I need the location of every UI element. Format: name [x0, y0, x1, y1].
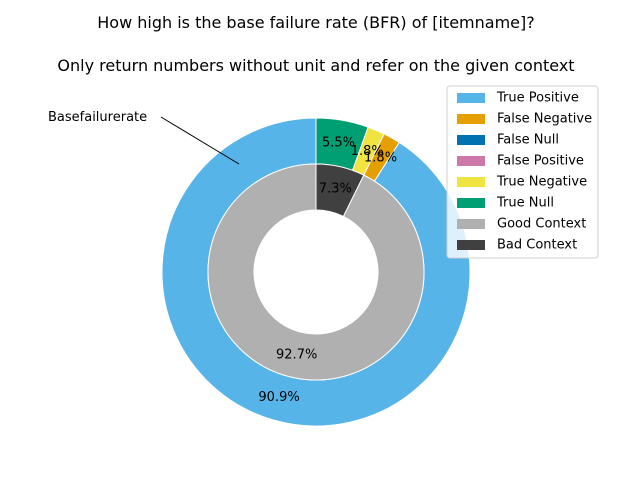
legend-label-good-context: Good Context: [497, 217, 586, 232]
legend-label-false-negative: False Negative: [497, 112, 592, 127]
inner-pct-label-good-context: 92.7%: [276, 347, 317, 362]
legend-label-true-null: True Null: [496, 196, 554, 211]
legend-label-true-positive: True Positive: [496, 91, 579, 106]
outer-pct-label-true-positive: 90.9%: [258, 390, 299, 405]
inner-pct-label-bad-context: 7.3%: [319, 182, 352, 197]
chart-subtitle: Only return numbers without unit and ref…: [57, 56, 574, 75]
legend-label-false-positive: False Positive: [497, 154, 584, 169]
legend-swatch-true-null: [457, 198, 485, 208]
legend-swatch-false-positive: [457, 156, 485, 166]
legend: True Positive False Negative False Null Fal…: [446, 85, 599, 259]
outer-pct-label-false-negative: 1.8%: [364, 151, 397, 166]
legend-swatch-true-positive: [457, 93, 485, 103]
annotation-line: [160, 116, 240, 165]
inner-slice-good-context: [207, 163, 425, 381]
chart-title: How high is the base failure rate (BFR) …: [97, 13, 534, 32]
legend-label-false-null: False Null: [497, 133, 559, 148]
outer-ring: [161, 117, 471, 427]
slice-labels: 5.5%1.8%1.8%90.9%7.3%92.7%: [258, 135, 397, 405]
legend-swatch-true-negative: [457, 177, 485, 187]
legend-label-bad-context: Bad Context: [497, 238, 577, 253]
outer-pct-label-true-null: 5.5%: [322, 135, 355, 150]
legend-box: [446, 85, 599, 259]
inner-ring: [207, 163, 425, 381]
outer-pct-label-true-negative: 1.8%: [351, 144, 384, 159]
legend-swatch-bad-context: [457, 240, 485, 250]
legend-swatch-good-context: [457, 219, 485, 229]
legend-swatch-false-negative: [457, 114, 485, 124]
legend-label-true-negative: True Negative: [496, 175, 587, 190]
legend-swatch-false-null: [457, 135, 485, 145]
annotation-label: Basefailurerate: [48, 110, 147, 125]
